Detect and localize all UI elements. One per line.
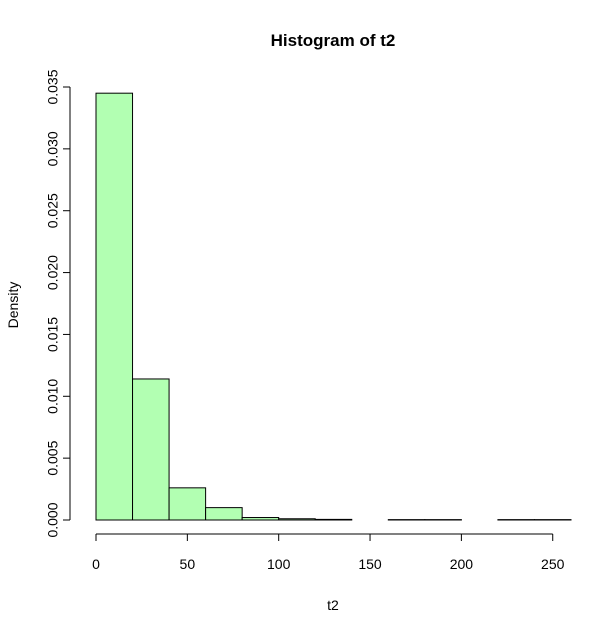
histogram-bar-5 bbox=[278, 518, 316, 521]
x-tick-label-2: 100 bbox=[267, 556, 291, 572]
y-tick-label-0: 0.000 bbox=[45, 502, 61, 537]
chart-title: Histogram of t2 bbox=[271, 31, 396, 50]
x-tick-label-1: 50 bbox=[180, 556, 196, 572]
x-tick-label-0: 0 bbox=[92, 556, 100, 572]
x-axis: 0 50 100 150 200 250 bbox=[92, 533, 565, 572]
x-tick-label-5: 250 bbox=[541, 556, 565, 572]
y-tick-label-4: 0.020 bbox=[45, 255, 61, 290]
histogram-bar-1 bbox=[132, 378, 170, 521]
bars-group bbox=[95, 92, 572, 521]
histogram-bar-0 bbox=[95, 92, 134, 521]
y-tick-label-5: 0.025 bbox=[45, 193, 61, 228]
y-axis-label: Density bbox=[5, 282, 21, 329]
histogram-bar-2 bbox=[168, 487, 207, 521]
histogram-bar-6 bbox=[314, 518, 353, 521]
y-tick-label-6: 0.030 bbox=[45, 131, 61, 166]
y-tick-label-2: 0.010 bbox=[45, 379, 61, 414]
x-tick-label-4: 200 bbox=[450, 556, 474, 572]
histogram-bar-4 bbox=[241, 517, 280, 521]
x-axis-label: t2 bbox=[327, 597, 339, 613]
y-tick-label-7: 0.035 bbox=[45, 69, 61, 104]
x-tick-label-3: 150 bbox=[358, 556, 382, 572]
y-axis: 0.000 0.005 0.010 0.015 0.020 0.025 0.030 0.035 bbox=[45, 69, 71, 538]
histogram-bar-3 bbox=[205, 507, 243, 521]
y-tick-label-3: 0.015 bbox=[45, 317, 61, 352]
y-tick-label-1: 0.005 bbox=[45, 440, 61, 475]
